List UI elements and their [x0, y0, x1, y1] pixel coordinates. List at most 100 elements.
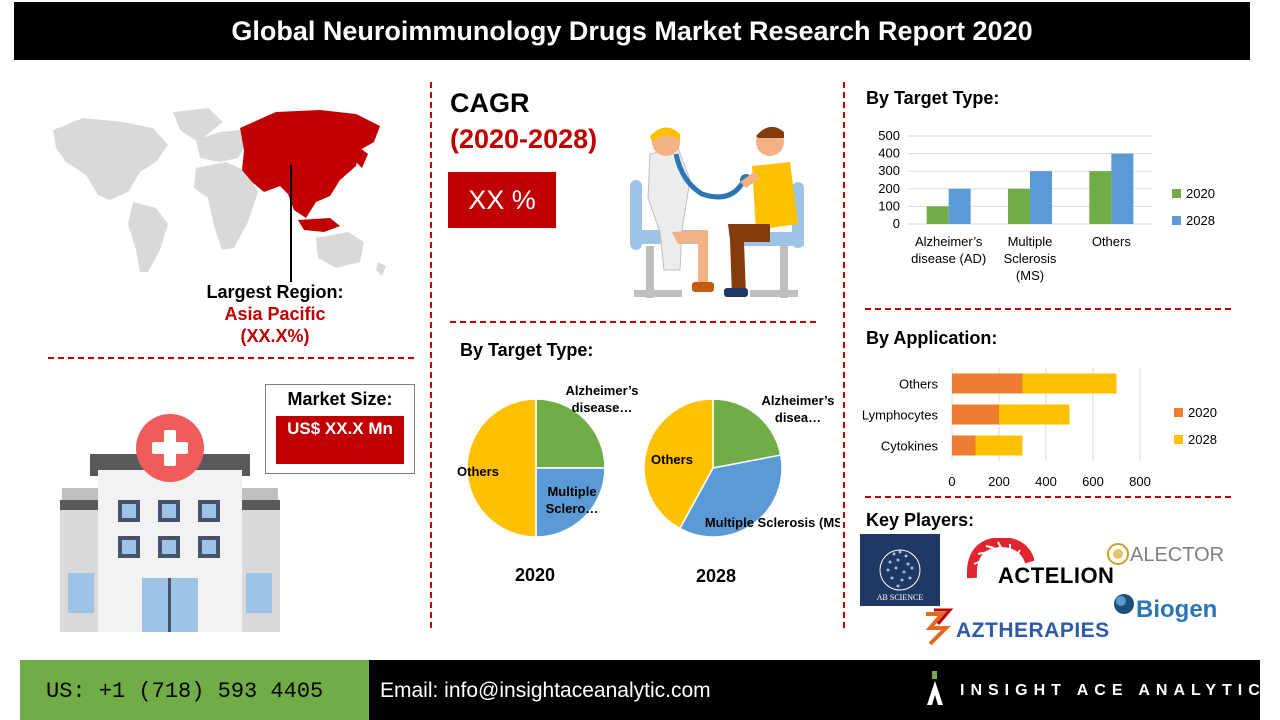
pie-2020-slice-1 — [535, 467, 606, 538]
pie-year-2028: 2028 — [696, 566, 737, 586]
largest-region-share: (XX.X%) — [240, 326, 310, 346]
doctor-patient-illustration — [630, 126, 804, 298]
australia-shape — [316, 232, 364, 268]
title-bar — [14, 2, 1250, 60]
hbar-2028-2 — [975, 435, 1023, 456]
cagr-period: (2020-2028) — [450, 124, 598, 154]
bar-2020-0 — [926, 206, 949, 224]
indonesia-shape — [298, 218, 340, 232]
africa-shape — [194, 162, 258, 250]
bar-2028-0 — [948, 188, 971, 224]
x-tick-label: Others — [1092, 234, 1132, 249]
divider-left — [430, 82, 432, 628]
largest-region-heading: Largest Region: — [206, 282, 344, 302]
y-tick-label: 400 — [878, 146, 900, 161]
y-tick-label: Others — [899, 377, 939, 392]
y-tick-label: Cytokines — [881, 439, 939, 454]
bar-2028-2 — [1111, 153, 1134, 224]
legend-swatch-2020 — [1174, 408, 1183, 417]
footer-phone-bar — [20, 660, 369, 720]
footer-phone: US: +1 (718) 593 4405 — [46, 679, 324, 704]
actelion-mark-icon — [966, 538, 1034, 579]
legend-swatch-2020 — [1172, 189, 1181, 198]
app-section-heading: By Application: — [866, 328, 998, 348]
legend-label-2020: 2020 — [1186, 186, 1215, 201]
hbar-2020-2 — [952, 435, 976, 456]
pie-2020-label-0: Alzheimer’s disease… — [566, 383, 639, 415]
bar-2020-2 — [1089, 171, 1112, 224]
pie-2020-slice-2 — [466, 398, 537, 538]
pie-2020-slice-0 — [535, 398, 606, 469]
north-america-shape — [53, 118, 168, 200]
bar-2020-1 — [1008, 188, 1030, 224]
y-tick-label: Lymphocytes — [862, 408, 939, 423]
x-tick-label: 200 — [988, 474, 1010, 489]
target-type-bar-chart: 0 100 200 300 400 500 Alzheimer’s disease (AD) M… — [878, 128, 1215, 283]
pie-2028-slice-0 — [712, 398, 782, 469]
divider-right — [843, 82, 845, 628]
divider-target — [865, 308, 1231, 310]
bar-2028-1 — [1030, 171, 1052, 224]
legend-swatch-2028 — [1172, 216, 1181, 225]
y-tick-label: 300 — [878, 163, 900, 178]
pie-2028-label-2: Others — [651, 452, 693, 467]
biogen-mark-icon — [1114, 594, 1134, 614]
legend-swatch-2028 — [1174, 435, 1183, 444]
ab-science-logo: AB SCIENCE — [860, 534, 940, 606]
europe-shape — [196, 130, 246, 162]
asia-pacific-shape — [240, 110, 380, 218]
x-tick-label: Multiple Sclerosis (MS) — [1004, 234, 1057, 283]
y-tick-label: 100 — [878, 198, 900, 213]
greenland-shape — [173, 108, 223, 142]
pie-year-2020: 2020 — [515, 565, 556, 585]
bar-section-heading: By Target Type: — [866, 88, 1000, 108]
hbar-2020-0 — [952, 373, 1023, 394]
legend-label-2028: 2028 — [1188, 432, 1217, 447]
aztherapies-logo-text: AZTHERAPIES — [956, 619, 1110, 642]
divider-application — [865, 496, 1231, 498]
new-zealand-shape — [376, 262, 386, 276]
legend-label-2028: 2028 — [1186, 213, 1215, 228]
footer-brand: INSIGHT ACE ANALYTIC — [960, 682, 1266, 699]
market-size-heading: Market Size: — [287, 389, 393, 409]
world-map — [53, 108, 386, 276]
x-tick-label: 600 — [1082, 474, 1104, 489]
footer-contact-bar — [369, 660, 1260, 720]
pie-charts: Alzheimer’s disease… Multiple Sclero… Others… — [457, 383, 840, 538]
japan-shape — [356, 148, 368, 168]
actelion-logo-text: ACTELION — [998, 563, 1115, 588]
largest-region-name: Asia Pacific — [224, 304, 326, 324]
market-size-value: US$ XX.X Mn — [276, 416, 404, 464]
aztherapies-mark-icon — [925, 608, 954, 646]
pie-2028-slice-2 — [643, 398, 714, 530]
biogen-logo-text: Biogen — [1136, 596, 1218, 623]
south-america-shape — [128, 202, 168, 272]
pie-2020-label-2: Others — [457, 464, 499, 479]
x-tick-label: 800 — [1129, 474, 1151, 489]
application-bar-chart: 0 200 400 600 800 Others Lymphocytes Cytokines 2… — [862, 368, 1217, 489]
x-tick-label: Alzheimer’s disease (AD) — [911, 234, 986, 266]
divider-cagr — [450, 321, 816, 323]
y-tick-label: 200 — [878, 181, 900, 196]
y-tick-label: 500 — [878, 128, 900, 143]
ab-science-text: AB SCIENCE — [876, 593, 924, 602]
hbar-2028-0 — [1022, 373, 1117, 394]
pie-2020-label-1: Multiple Sclero… — [546, 484, 599, 516]
legend-label-2020: 2020 — [1188, 405, 1217, 420]
y-tick-label: 0 — [893, 216, 900, 231]
pie-section-heading: By Target Type: — [460, 340, 594, 360]
x-tick-label: 0 — [948, 474, 955, 489]
x-tick-label: 400 — [1035, 474, 1057, 489]
alector-logo-text: ALECTOR — [1130, 544, 1225, 566]
region-pointer-line — [290, 165, 292, 282]
page-title: Global Neuroimmunology Drugs Market Rese… — [231, 16, 1033, 46]
cagr-value: XX % — [448, 172, 556, 228]
pie-2028-slice-1 — [678, 454, 783, 538]
footer-email[interactable]: Email: info@insightaceanalytic.com — [380, 679, 711, 702]
cagr-label: CAGR — [450, 88, 530, 118]
insight-ace-logo-icon — [927, 671, 943, 705]
hospital-illustration — [60, 414, 280, 632]
players-heading: Key Players: — [866, 510, 975, 530]
pie-2028-label-0: Alzheimer’s disea… — [762, 393, 835, 425]
alector-mark-icon — [1107, 543, 1129, 565]
